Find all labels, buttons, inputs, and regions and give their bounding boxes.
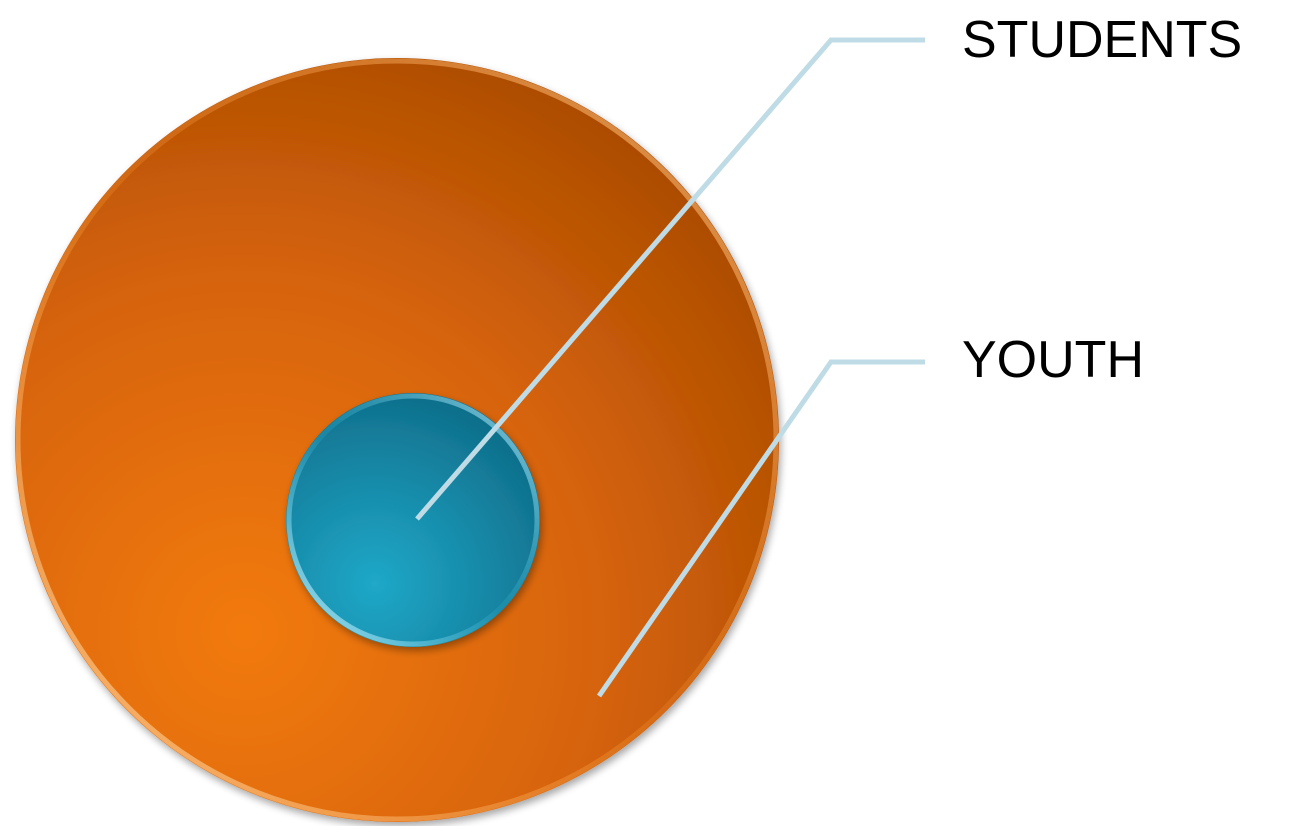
students-label: STUDENTS	[962, 11, 1243, 69]
youth-label: YOUTH	[962, 331, 1144, 389]
youth-leader-line	[596, 359, 925, 698]
students-leader-line	[415, 37, 925, 521]
students-circle	[286, 393, 540, 647]
